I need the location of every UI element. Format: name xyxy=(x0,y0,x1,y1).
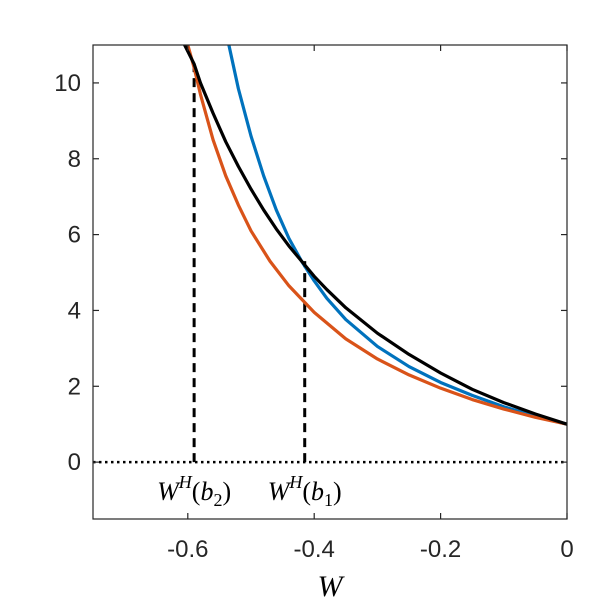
data-layer xyxy=(93,45,567,464)
plot-frame xyxy=(92,44,568,520)
x-tick-label: -0.6 xyxy=(167,536,208,563)
annotation-part: H xyxy=(178,472,193,492)
x-tick-label: 0 xyxy=(560,536,573,563)
annotation-part: W xyxy=(157,477,181,506)
series-line-1 xyxy=(227,45,567,426)
annotation-label-1: WH(b2) xyxy=(157,472,231,510)
annotation-part: b xyxy=(311,477,324,506)
y-tick-label: 0 xyxy=(68,449,81,476)
y-tick-label: 2 xyxy=(68,373,81,400)
annotation-part: H xyxy=(288,472,303,492)
annotation-part: ( xyxy=(302,477,311,506)
x-axis-label: W xyxy=(318,570,346,603)
plot-background xyxy=(93,45,567,519)
annotation-part: 2 xyxy=(213,490,222,510)
tick-layer: -0.6 -0.4 -0.2 0 0 2 4 6 8 10 xyxy=(54,45,574,563)
series-line-3 xyxy=(183,45,567,426)
annotation-layer: WH(b2) WH(b1) xyxy=(157,472,342,510)
annotation-part: 1 xyxy=(324,490,333,510)
annotation-part: ) xyxy=(333,477,342,506)
y-tick-label: 8 xyxy=(68,146,81,173)
y-tick-label: 10 xyxy=(54,70,81,97)
annotation-part: W xyxy=(268,477,292,506)
annotation-part: ( xyxy=(192,477,201,506)
annotation-label-2: WH(b1) xyxy=(268,472,342,510)
y-tick-label: 6 xyxy=(68,222,81,249)
annotation-part: ) xyxy=(222,477,231,506)
series-line-2 xyxy=(186,45,567,426)
y-tick-label: 4 xyxy=(68,297,81,324)
x-tick-label: -0.4 xyxy=(294,536,335,563)
annotation-part: b xyxy=(200,477,213,506)
x-tick-label: -0.2 xyxy=(420,536,461,563)
